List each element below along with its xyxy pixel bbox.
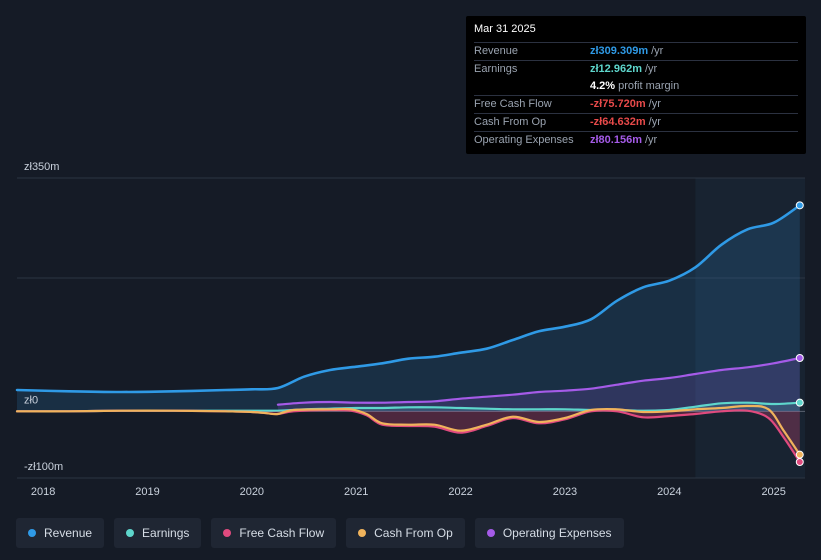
x-tick-label: 2020 (240, 486, 264, 498)
x-tick-label: 2025 (761, 486, 785, 498)
legend-item-free-cash-flow[interactable]: Free Cash Flow (211, 518, 337, 548)
legend-label: Cash From Op (374, 526, 453, 540)
tooltip-row-unit: profit margin (618, 80, 680, 92)
y-axis-bottom-label: -zł100m (24, 461, 63, 473)
legend-dot-icon (223, 529, 232, 537)
legend-label: Free Cash Flow (239, 526, 325, 540)
tooltip-row: 4.2% profit margin (474, 78, 798, 95)
x-tick-label: 2021 (344, 486, 368, 498)
cash-from-op-line (15, 404, 801, 456)
tooltip-row-value: zł80.156m (590, 134, 642, 146)
x-tick-label: 2018 (31, 486, 55, 498)
legend-item-earnings[interactable]: Earnings (114, 518, 202, 548)
legend-dot-icon (486, 529, 495, 537)
tooltip-row-unit: /yr (651, 45, 664, 57)
x-tick-label: 2022 (448, 486, 472, 498)
tooltip-row-value: -zł75.720m (590, 98, 646, 110)
x-tick-label: 2019 (135, 486, 159, 498)
tooltip-row-label: Revenue (474, 45, 519, 57)
operating-expenses-line (276, 356, 801, 406)
tooltip-row-value: -zł64.632m (590, 116, 646, 128)
tooltip-row-label (474, 78, 590, 95)
tooltip-row: Revenue zł309.309m/yr (474, 42, 798, 60)
legend-dot-icon (28, 529, 36, 537)
tooltip-date: Mar 31 2025 (474, 23, 536, 35)
tooltip-row-unit: /yr (644, 134, 658, 146)
operating-expenses-area (277, 358, 800, 412)
tooltip-row-label: Free Cash Flow (474, 98, 552, 110)
x-tick-label: 2024 (657, 486, 681, 498)
legend-dot-icon (126, 529, 135, 537)
earnings-end-point (795, 398, 804, 407)
legend-label: Earnings (142, 526, 190, 540)
cash-from-op-end-point (795, 450, 804, 459)
legend-item-operating-expenses[interactable]: Operating Expenses (474, 518, 624, 548)
legend-label: Operating Expenses (502, 526, 612, 540)
legend-item-cash-from-op[interactable]: Cash From Op (346, 518, 465, 548)
tooltip-row-unit: /yr (644, 63, 658, 75)
tooltip-row-unit: /yr (648, 116, 661, 128)
tooltip-row: Earnings zł12.962m/yr (474, 60, 798, 78)
tooltip-row: Cash From Op -zł64.632m/yr (474, 113, 798, 131)
x-tick-label: 2023 (553, 486, 577, 498)
revenue-line (15, 204, 802, 394)
tooltip-row-value: zł12.962m (590, 63, 642, 75)
tooltip-row-value: 4.2% (590, 80, 616, 92)
tooltip-row-label: Earnings (474, 63, 518, 75)
data-tooltip: Mar 31 2025 Revenue zł309.309m/yr Earnings… (466, 16, 806, 154)
tooltip-row-label: Operating Expenses (474, 134, 574, 146)
tooltip-row: Operating Expenses zł80.156m/yr (474, 131, 798, 149)
operating-expenses-end-point (795, 354, 804, 362)
chart-legend: Revenue Earnings Free Cash Flow Cash From O… (16, 518, 634, 548)
y-axis-zero-label: zł0 (24, 394, 38, 406)
tooltip-row: Free Cash Flow -zł75.720m/yr (474, 95, 798, 113)
tooltip-row-label: Cash From Op (474, 116, 547, 128)
y-axis-top-label: zł350m (24, 161, 59, 173)
free-cash-flow-end-point (795, 458, 804, 466)
legend-label: Revenue (44, 526, 93, 540)
revenue-end-point (795, 201, 804, 210)
financial-chart: zł350m zł0 -zł100m 2018 2019 2020 2021 2022 2… (15, 161, 805, 498)
legend-item-revenue[interactable]: Revenue (16, 518, 105, 548)
free-cash-flow-area (17, 409, 800, 462)
revenue-area (17, 205, 800, 412)
tooltip-row-unit: /yr (648, 98, 661, 110)
tooltip-row-value: zł309.309m (590, 45, 649, 57)
legend-dot-icon (358, 529, 367, 537)
